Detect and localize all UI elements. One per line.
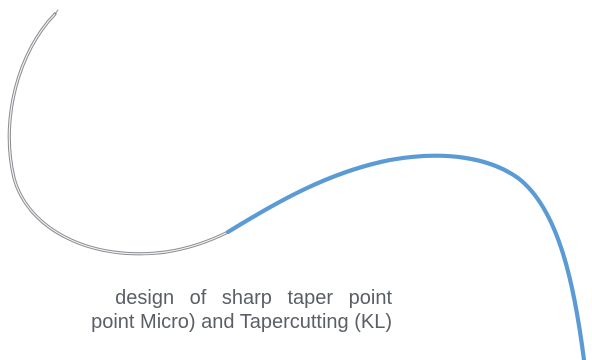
description-line-2: point Micro) and Tapercutting (KL) [91,311,392,333]
suture-thread [225,153,587,360]
needle-point-tip [54,9,59,15]
product-description: design of sharp taper point point Micro)… [0,286,392,334]
description-line-1: design of sharp taper point [115,287,392,309]
needle-outer-edge [7,12,230,256]
needle-highlight [8,13,229,255]
curved-needle [7,9,230,256]
